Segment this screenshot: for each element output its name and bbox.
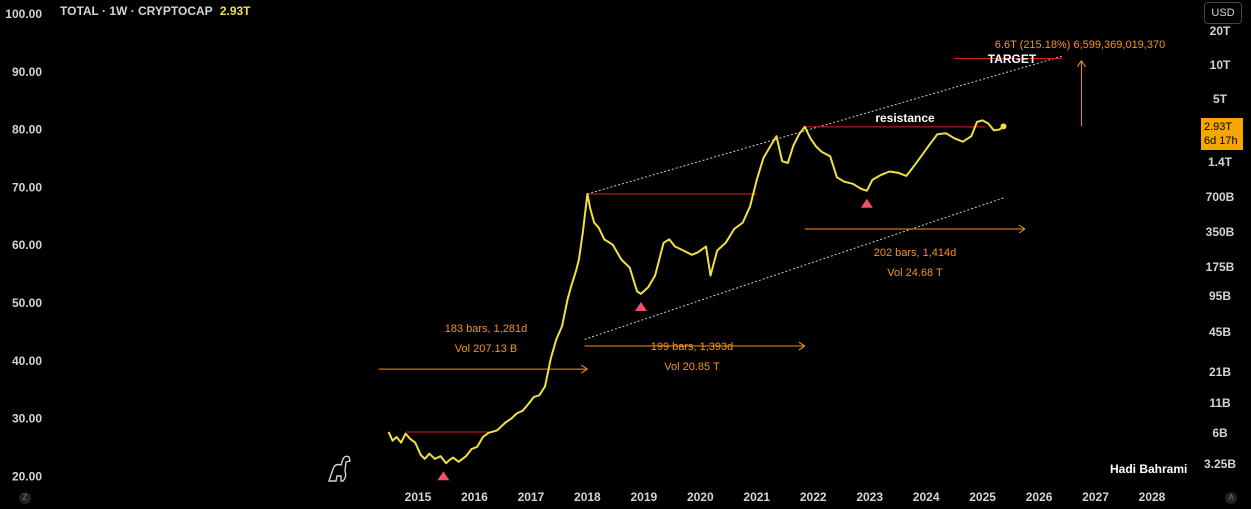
arrow-head xyxy=(1077,60,1082,67)
arrow-head xyxy=(581,368,588,374)
x-tick-label: 2027 xyxy=(1082,490,1109,504)
last-price: 2.93T xyxy=(219,4,251,18)
auto-button[interactable]: A xyxy=(1225,492,1237,504)
left-tick-label: 100.00 xyxy=(5,7,42,21)
price-line xyxy=(387,119,1005,465)
currency-button[interactable]: USD xyxy=(1204,2,1242,24)
dinosaur-logo-icon xyxy=(328,455,351,482)
x-tick-label: 2018 xyxy=(574,490,601,504)
right-axis: 20T 10T 5T 1.4T 700B 350B 175B 95B 45B 21B 11B 6B 3.… xyxy=(1204,24,1236,471)
range-vol-label: Vol 20.85 T xyxy=(664,361,720,373)
x-tick-label: 2023 xyxy=(856,490,883,504)
bar-countdown: 6d 17h xyxy=(1204,135,1238,147)
resistance-label: resistance xyxy=(875,111,935,125)
auto-scale-button[interactable]: Z xyxy=(19,492,31,504)
right-tick-label: 5T xyxy=(1213,92,1228,106)
left-axis: 100.00 90.00 80.00 70.00 60.00 50.00 40.00 30.0… xyxy=(5,7,42,483)
right-tick-label: 21B xyxy=(1209,365,1231,379)
left-tick-label: 70.00 xyxy=(12,180,42,194)
right-tick-label: 350B xyxy=(1206,225,1235,239)
right-tick-label: 11B xyxy=(1209,396,1231,410)
low-marker-triangle xyxy=(860,198,873,208)
range-vol-label: Vol 207.13 B xyxy=(455,343,517,355)
right-tick-label: 20T xyxy=(1210,24,1231,38)
right-tick-label: 45B xyxy=(1209,325,1231,339)
x-tick-label: 2024 xyxy=(913,490,940,504)
right-tick-label: 700B xyxy=(1206,190,1235,204)
arrow-head xyxy=(1018,228,1026,234)
left-tick-label: 40.00 xyxy=(12,354,42,368)
x-tick-label: 2025 xyxy=(969,490,996,504)
symbol-header: TOTAL · 1W · CRYPTOCAP 2.93T xyxy=(60,4,251,18)
current-price: 2.93T xyxy=(1204,121,1233,133)
left-tick-label: 30.00 xyxy=(12,412,42,426)
x-tick-label: 2028 xyxy=(1139,490,1166,504)
left-tick-label: 90.00 xyxy=(12,65,42,79)
arrow-head xyxy=(798,345,806,351)
price-series xyxy=(387,119,1007,465)
arrow-head xyxy=(798,341,806,347)
time-axis: 2015 2016 2017 2018 2019 2020 2021 2022 2023 2024… xyxy=(405,490,1166,504)
left-tick-label: 60.00 xyxy=(12,238,42,252)
low-marker-triangle xyxy=(437,471,450,481)
author-name: Hadi Bahrami xyxy=(1110,462,1188,476)
x-tick-label: 2020 xyxy=(687,490,714,504)
arrow-head xyxy=(1018,224,1026,230)
arrow-head xyxy=(581,364,588,370)
left-tick-label: 50.00 xyxy=(12,296,42,310)
range-bars-label: 183 bars, 1,281d xyxy=(445,323,528,335)
right-tick-label: 3.25B xyxy=(1204,457,1236,471)
target-title: TARGET xyxy=(988,52,1037,66)
x-tick-label: 2026 xyxy=(1026,490,1053,504)
target-price-label: 6.6T (215.18%) 6,599,369,019,370 xyxy=(995,39,1165,51)
drawing-overlays xyxy=(378,55,1086,481)
left-tick-label: 80.00 xyxy=(12,123,42,137)
range-bars-label: 202 bars, 1,414d xyxy=(874,247,957,259)
range-vol-label: Vol 24.68 T xyxy=(887,267,943,279)
x-tick-label: 2017 xyxy=(518,490,545,504)
right-tick-label: 95B xyxy=(1209,289,1231,303)
symbol-line: TOTAL · 1W · CRYPTOCAP xyxy=(60,4,213,18)
last-price-dot xyxy=(1000,123,1007,130)
right-tick-label: 175B xyxy=(1206,260,1235,274)
x-tick-label: 2022 xyxy=(800,490,827,504)
x-tick-label: 2015 xyxy=(405,490,432,504)
x-tick-label: 2019 xyxy=(630,490,657,504)
right-tick-label: 10T xyxy=(1210,58,1231,72)
right-tick-label: 1.4T xyxy=(1208,155,1233,169)
range-bars-label: 199 bars, 1,393d xyxy=(651,341,734,353)
arrow-head xyxy=(1081,60,1086,67)
current-price-tag: 2.93T 6d 17h xyxy=(1201,118,1243,150)
x-tick-label: 2021 xyxy=(743,490,770,504)
channel-lower-line xyxy=(584,196,1006,340)
x-tick-label: 2016 xyxy=(461,490,488,504)
right-tick-label: 6B xyxy=(1212,426,1228,440)
left-tick-label: 20.00 xyxy=(12,469,42,483)
low-marker-triangle xyxy=(635,301,648,311)
